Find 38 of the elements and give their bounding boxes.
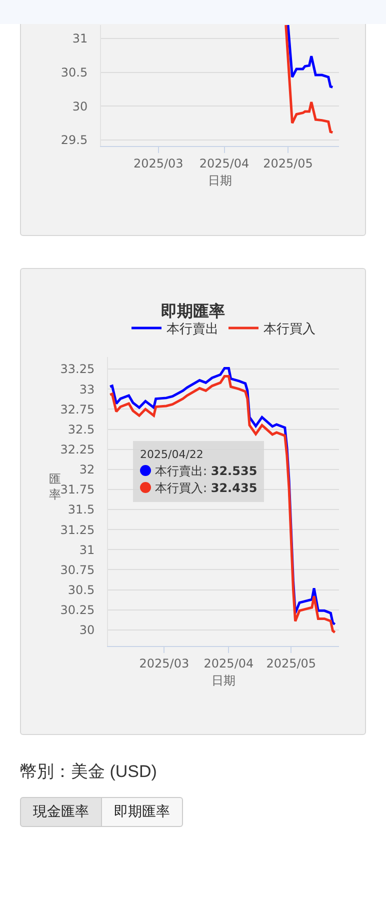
x-tick-label: 2025/05 [263, 156, 313, 170]
x-axis-title: 日期 [208, 173, 232, 188]
y-tick-label: 31.5 [68, 502, 95, 517]
y-tick-label: 30 [72, 99, 88, 114]
x-tick-label: 2025/03 [139, 656, 190, 670]
legend-label: 本行賣出 [166, 322, 218, 338]
y-tick-label: 30 [79, 623, 95, 638]
y-tick-label: 30.5 [68, 583, 95, 598]
y-tick-label: 30.5 [60, 66, 88, 80]
annotation: 2025/04/22 [140, 447, 204, 463]
y-tick-label: 32.75 [60, 402, 95, 416]
x-tick-label: 2025/05 [266, 656, 316, 670]
y-tick-label: 32.25 [60, 442, 95, 457]
y-tick-label: 32.5 [68, 422, 95, 436]
y-tick-label: 31.25 [60, 522, 95, 537]
x-tick-label: 2025/03 [133, 156, 184, 170]
y-tick-label: 31 [72, 32, 88, 46]
text: 幣別：美金 (USD) [20, 761, 158, 783]
y-tick-label: 29.5 [60, 133, 88, 148]
chart-title: 即期匯率 [161, 301, 225, 320]
line-series [284, 25, 334, 134]
text: 現金匯率 [20, 797, 102, 827]
x-tick-label: 2025/04 [199, 156, 250, 170]
annotation: 本行賣出: 32.535 [155, 464, 258, 478]
x-tick-label: 2025/04 [204, 656, 254, 670]
line-series [286, 25, 334, 88]
annotation: 本行買入: 32.435 [155, 481, 258, 495]
y-tick-label: 33.25 [60, 362, 95, 376]
y-tick-label: 32 [79, 462, 95, 477]
y-tick-label: 30.25 [60, 603, 95, 618]
y-tick-label: 30.75 [60, 562, 95, 577]
y-tick-label: 33 [79, 382, 95, 396]
legend-label: 本行買入 [264, 322, 316, 338]
y-tick-label: 31.75 [60, 482, 95, 497]
y-tick-label: 31 [79, 542, 95, 557]
x-axis-title: 日期 [212, 673, 236, 688]
text: 即期匯率 [102, 797, 183, 827]
y-axis-title: 匯率 [49, 472, 61, 502]
